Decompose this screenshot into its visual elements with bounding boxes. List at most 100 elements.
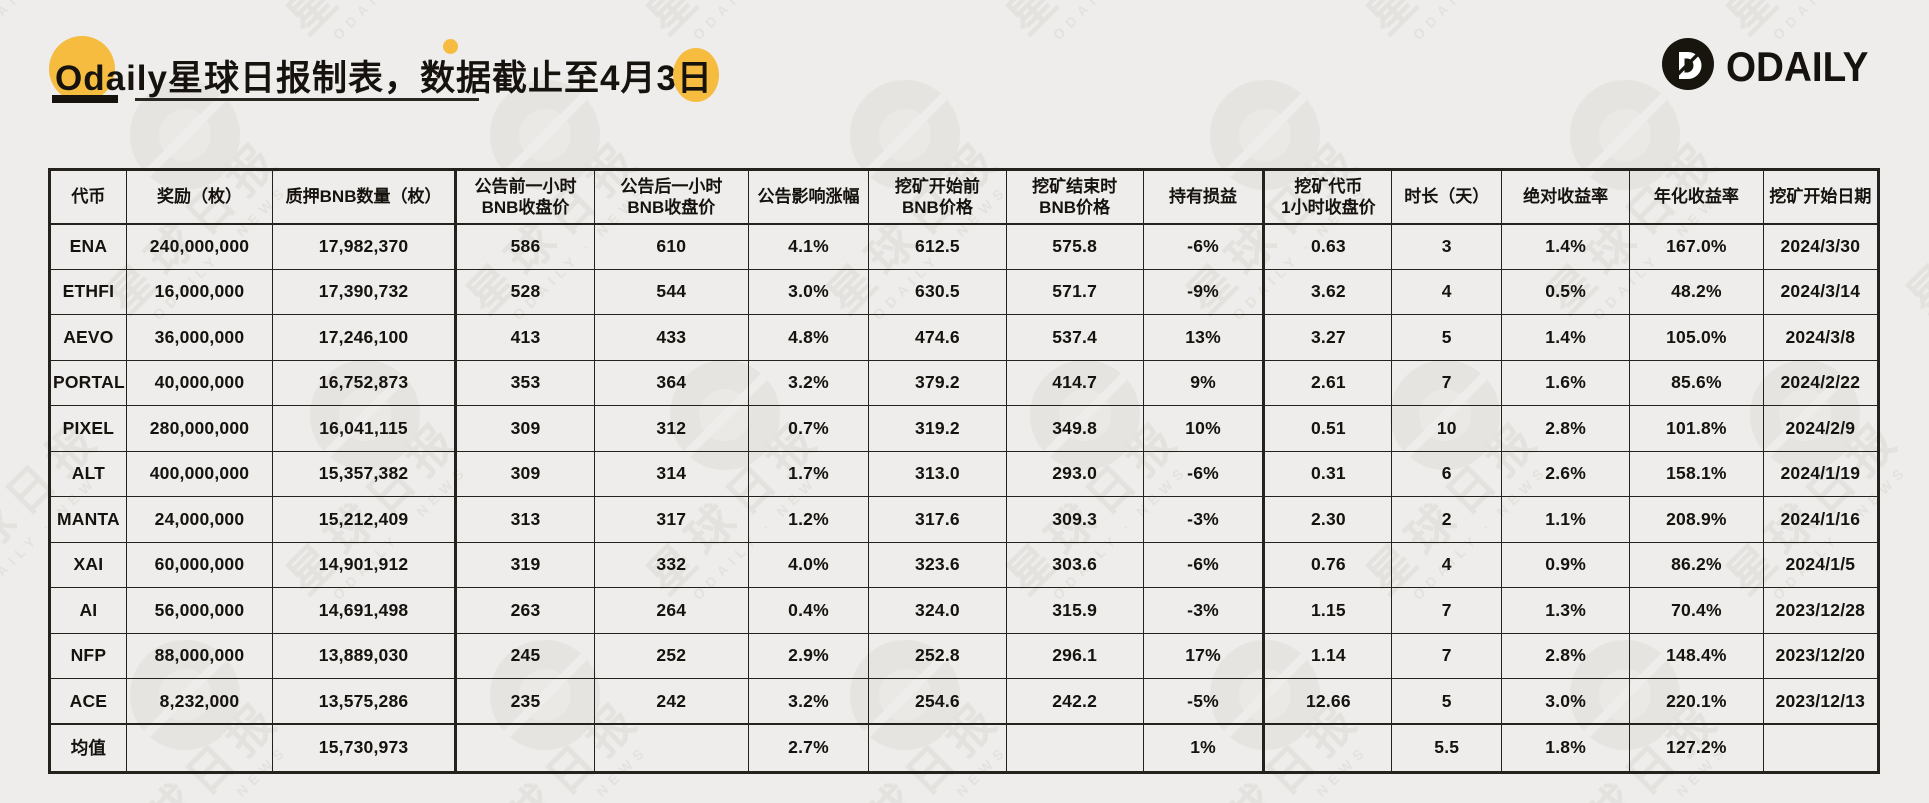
page-title-highlighted-day: 日	[672, 48, 719, 102]
column-header: 挖矿结束时 BNB价格	[1005, 169, 1144, 225]
token-cell: AEVO	[49, 314, 127, 361]
column-header: 绝对收益率	[1501, 169, 1631, 225]
table-cell: 319	[455, 541, 596, 588]
table-cell: 2023/12/20	[1762, 632, 1880, 679]
table-cell: 48.2%	[1629, 268, 1764, 315]
brand-logo: ODAILY	[1662, 38, 1881, 95]
table-cell: 1.4%	[1501, 314, 1631, 361]
table-cell: 1.15	[1263, 587, 1393, 634]
column-header: 挖矿代币 1小时收盘价	[1263, 169, 1393, 225]
column-header: 年化收益率	[1629, 169, 1764, 225]
table-cell: 2024/1/19	[1762, 450, 1880, 497]
token-cell: NFP	[49, 632, 127, 679]
table-cell: 630.5	[868, 268, 1007, 315]
table-cell	[868, 723, 1007, 773]
table-cell	[1762, 723, 1880, 773]
page-header: Odaily星球日报制表，数据截止至4月3日 ODAILY	[0, 0, 1929, 130]
table-cell: 240,000,000	[125, 223, 274, 270]
table-cell: 167.0%	[1629, 223, 1764, 270]
table-cell: 235	[455, 678, 596, 725]
table-cell: 0.5%	[1501, 268, 1631, 315]
table-cell: 4.0%	[747, 541, 870, 588]
table-cell: 364	[594, 359, 749, 406]
table-cell: 0.9%	[1501, 541, 1631, 588]
table-cell: 245	[455, 632, 596, 679]
table-cell: 349.8	[1005, 405, 1144, 452]
table-cell: 1.7%	[747, 450, 870, 497]
table-cell: -6%	[1142, 541, 1266, 588]
column-header: 代币	[49, 169, 127, 225]
column-header: 挖矿开始前 BNB价格	[868, 169, 1007, 225]
table-cell: 5	[1391, 678, 1503, 725]
table-cell: 314	[594, 450, 749, 497]
title-underline-rule	[135, 98, 479, 101]
table-cell: 0.7%	[747, 405, 870, 452]
table-cell: 242	[594, 678, 749, 725]
table-cell: 24,000,000	[125, 496, 274, 543]
table-cell: 317	[594, 496, 749, 543]
table-cell: 7	[1391, 587, 1503, 634]
table-cell: 0.51	[1263, 405, 1393, 452]
token-cell: ALT	[49, 450, 127, 497]
table-cell: 5	[1391, 314, 1503, 361]
table-cell: 0.76	[1263, 541, 1393, 588]
table-cell: 86.2%	[1629, 541, 1764, 588]
table-cell: 537.4	[1005, 314, 1144, 361]
table-cell: 413	[455, 314, 596, 361]
table-cell: 1.6%	[1501, 359, 1631, 406]
table-cell: 2.6%	[1501, 450, 1631, 497]
table-cell: 528	[455, 268, 596, 315]
table-row: PIXEL 280,000,000 16,041,115 309 312 0.7% 319.…	[49, 405, 1880, 452]
launchpool-table: 代币 奖励（枚） 质押BNB数量（枚） 公告前一小时 BNB收盘价 公告后一小时 BNB…	[48, 168, 1880, 774]
token-cell: AI	[49, 587, 127, 634]
table-cell: 36,000,000	[125, 314, 274, 361]
column-header: 奖励（枚）	[125, 169, 274, 225]
table-cell: 15,730,973	[272, 723, 458, 773]
table-cell: 2024/3/14	[1762, 268, 1880, 315]
table-cell: 400,000,000	[125, 450, 274, 497]
table-cell: 3.62	[1263, 268, 1393, 315]
table-cell: 0.63	[1263, 223, 1393, 270]
table-cell: 544	[594, 268, 749, 315]
table-cell: 264	[594, 587, 749, 634]
table-cell: 40,000,000	[125, 359, 274, 406]
table-cell: 9%	[1142, 359, 1266, 406]
table-cell: 313	[455, 496, 596, 543]
table-cell: 15,357,382	[272, 450, 458, 497]
table-cell	[1263, 723, 1393, 773]
table-cell: 4.1%	[747, 223, 870, 270]
table-cell: 17,982,370	[272, 223, 458, 270]
table-cell: 312	[594, 405, 749, 452]
table-cell: 313.0	[868, 450, 1007, 497]
page-title-prefix: Odaily	[55, 59, 168, 98]
column-header: 挖矿开始日期	[1762, 169, 1880, 225]
column-header: 时长（天）	[1391, 169, 1503, 225]
yellow-circle-decoration	[49, 36, 115, 102]
token-cell: ENA	[49, 223, 127, 270]
table-cell: -6%	[1142, 450, 1266, 497]
table-cell	[455, 723, 596, 773]
table-cell: 2024/3/8	[1762, 314, 1880, 361]
table-cell: 4	[1391, 268, 1503, 315]
token-cell: 均值	[49, 723, 127, 773]
page-title-middle: 星球日报制表，数据截止至4月3	[167, 59, 677, 98]
table-cell: 7	[1391, 632, 1503, 679]
table-cell: 17%	[1142, 632, 1266, 679]
table-cell: 10%	[1142, 405, 1266, 452]
table-row: ALT 400,000,000 15,357,382 309 314 1.7% 313.0 2…	[49, 450, 1880, 497]
table-cell: 571.7	[1005, 268, 1144, 315]
table-cell: 309	[455, 450, 596, 497]
table-cell: 2024/1/5	[1762, 541, 1880, 588]
column-header: 持有损益	[1142, 169, 1266, 225]
table-cell: 309	[455, 405, 596, 452]
table-cell: 1%	[1142, 723, 1266, 773]
table-cell: -5%	[1142, 678, 1266, 725]
table-row: NFP 88,000,000 13,889,030 245 252 2.9% 252.8 29…	[49, 632, 1880, 679]
table-cell: 3.0%	[747, 268, 870, 315]
table-cell: 610	[594, 223, 749, 270]
token-cell: ETHFI	[49, 268, 127, 315]
table-row: AI 56,000,000 14,691,498 263 264 0.4% 324.0 315…	[49, 587, 1880, 634]
table-cell: 2024/1/16	[1762, 496, 1880, 543]
